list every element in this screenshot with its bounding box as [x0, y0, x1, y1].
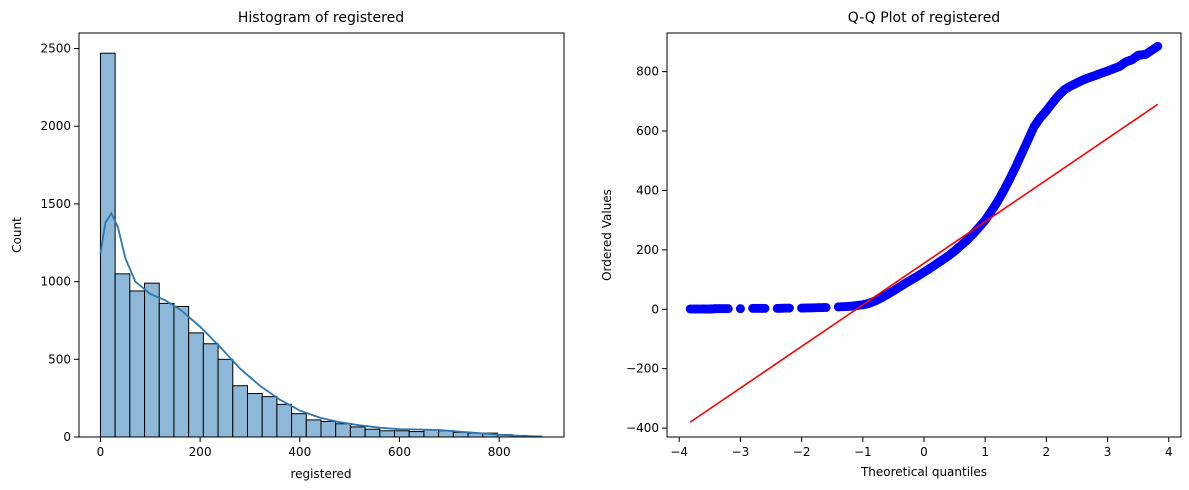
hist-xtick-label: 400 — [288, 445, 311, 459]
qq-ytick-label: 400 — [636, 183, 659, 197]
qq-xtick-label: −4 — [670, 445, 688, 459]
qq-ytick-label: 800 — [636, 65, 659, 79]
qq-xtick-label: 1 — [981, 445, 989, 459]
qq-ytick-label: 0 — [651, 302, 659, 316]
hist-bar — [349, 426, 366, 438]
qq-ytick-label: 600 — [636, 124, 659, 138]
qq-ytick-label: −200 — [626, 362, 659, 376]
hist-kde-curve — [99, 211, 543, 438]
qq-point — [821, 302, 831, 312]
hist-ytick-label: 0 — [63, 430, 71, 444]
hist-bar — [364, 428, 381, 438]
hist-bar — [202, 343, 219, 438]
hist-xlabel: registered — [290, 467, 351, 481]
hist-bar — [291, 413, 307, 438]
hist-bar — [246, 392, 263, 438]
qq-xtick-label: 0 — [920, 445, 928, 459]
hist-bar — [379, 430, 396, 438]
qq-point — [760, 303, 770, 313]
hist-xticks: 0 200 400 600 800 — [97, 437, 511, 459]
hist-bar — [188, 332, 204, 438]
hist-bar — [129, 290, 146, 438]
qq-fit-line — [689, 103, 1159, 423]
qq-xtick-label: −3 — [732, 445, 750, 459]
hist-bar — [158, 302, 175, 438]
hist-xtick-label: 800 — [488, 445, 511, 459]
qq-ylabel: Ordered Values — [600, 189, 614, 281]
hist-bar — [394, 430, 410, 438]
qq-xticks: −4 −3 −2 −1 0 1 2 3 4 — [670, 437, 1173, 459]
hist-bar — [276, 403, 293, 438]
qq-xtick-label: 4 — [1165, 445, 1173, 459]
hist-yticks: 0 500 1000 1500 2000 2500 — [40, 42, 79, 444]
hist-xtick-label: 200 — [189, 445, 212, 459]
qq-axes-frame — [666, 32, 1182, 438]
hist-bar — [423, 429, 440, 438]
hist-bar — [452, 431, 469, 438]
qq-xtick-label: −2 — [793, 445, 811, 459]
qq-ytick-label: −400 — [626, 421, 659, 435]
qq-points — [685, 41, 1163, 314]
hist-xtick-label: 0 — [97, 445, 105, 459]
hist-bar — [114, 273, 131, 438]
histogram-panel: Histogram of registered 0 200 400 600 800 0 5… — [10, 10, 565, 481]
hist-bar — [320, 420, 337, 438]
qq-yticks: −400 −200 0 200 400 600 800 — [626, 65, 667, 435]
qq-point — [784, 303, 794, 313]
hist-bars — [99, 52, 543, 438]
hist-bar — [305, 419, 322, 438]
hist-ytick-label: 1500 — [40, 197, 71, 211]
qq-xlabel: Theoretical quantiles — [860, 465, 987, 479]
hist-ytick-label: 2500 — [40, 42, 71, 56]
qq-point — [723, 304, 733, 314]
hist-bar — [144, 282, 160, 438]
hist-bar — [173, 305, 190, 438]
qq-xtick-label: 2 — [1043, 445, 1051, 459]
qq-point — [1153, 41, 1163, 51]
qq-ytick-label: 200 — [636, 243, 659, 257]
hist-xtick-label: 600 — [388, 445, 411, 459]
hist-bar — [217, 358, 234, 438]
hist-bar — [232, 385, 248, 438]
hist-bar — [261, 396, 278, 438]
hist-ytick-label: 500 — [48, 352, 71, 366]
qq-point — [735, 304, 745, 314]
hist-ytick-label: 2000 — [40, 119, 71, 133]
qq-plot-panel: Q-Q Plot of registered −4 −3 −2 −1 0 1 2 3 4 −40… — [600, 10, 1182, 479]
qq-title: Q-Q Plot of registered — [848, 10, 1000, 26]
hist-axes-frame — [78, 32, 565, 438]
hist-title: Histogram of registered — [238, 10, 404, 26]
hist-bar — [408, 431, 425, 438]
qq-xtick-label: 3 — [1104, 445, 1112, 459]
hist-ylabel: Count — [10, 217, 24, 253]
hist-ytick-label: 1000 — [40, 275, 71, 289]
qq-xtick-label: −1 — [854, 445, 872, 459]
hist-bar — [335, 423, 351, 438]
